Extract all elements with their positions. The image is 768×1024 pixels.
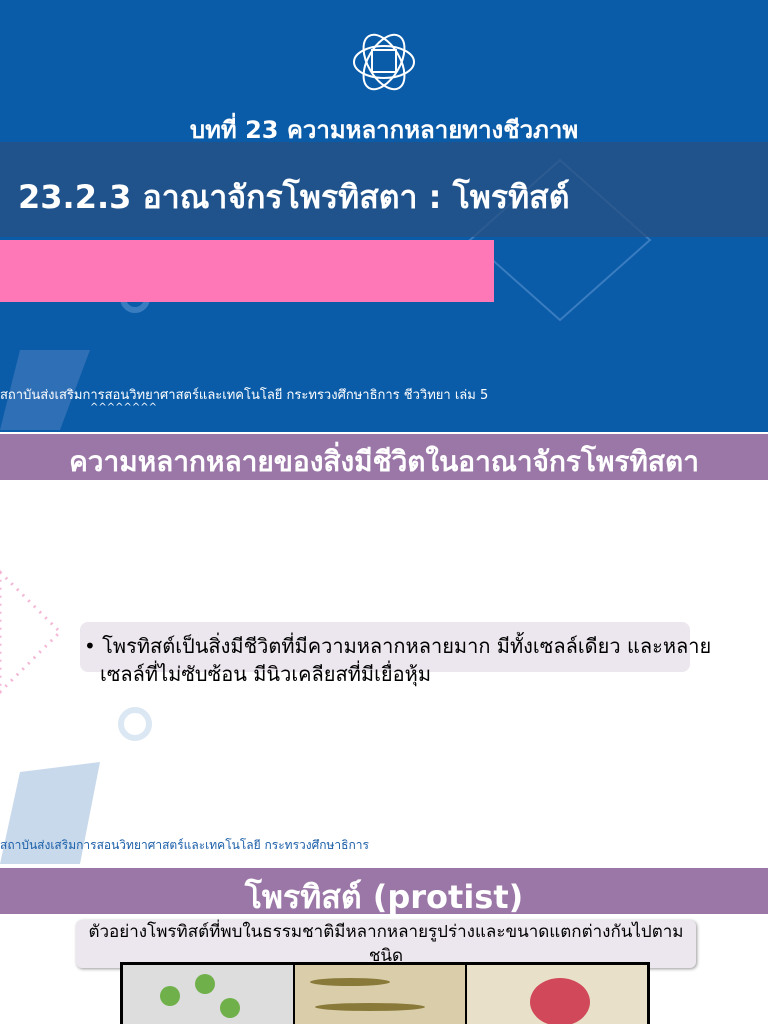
bullet: • โพรทิสต์เป็นสิ่งมีชีวิตที่มีความหลากหล…: [84, 634, 712, 686]
heading: โพรทิสต์ (protist): [244, 878, 524, 916]
heading-bar: [0, 868, 768, 914]
caption: ตัวอย่างโพรทิสต์ที่พบในธรรมชาติมีหลากหลา…: [76, 920, 696, 968]
heading: ความหลากหลายของสิ่งมีชีวิตในอาณาจักรโพรท…: [69, 445, 699, 478]
footer: สถาบันส่งเสริมการสอนวิทยาศาสตร์และเทคโนโ…: [0, 838, 369, 852]
decor: ^^^^^^^^: [0, 33, 652, 430]
bullet-text: โพรทิสต์เป็นสิ่งมีชีวิตที่มีความหลากหลาย…: [100, 634, 712, 686]
pink-bar: [0, 240, 494, 302]
footer: สถาบันส่งเสริมการสอนวิทยาศาสตร์และเทคโนโ…: [0, 388, 489, 403]
chapter: บทที่ 23 ความหลากหลายทางชีวภาพ: [189, 116, 579, 144]
svg-text:^^^^^^^^: ^^^^^^^^: [90, 402, 157, 413]
title-slide: ^^^^^^^^ บทที่ 23 ความหลากหลายทางชีวภาพ …: [0, 0, 768, 432]
slide-3: โพรทิสต์ (protist) ตัวอย่างโพรทิสต์ที่พบ…: [0, 864, 768, 1024]
bullet-box: [80, 622, 690, 672]
title-band: [0, 142, 768, 237]
title: 23.2.3 อาณาจักรโพรทิสตา : โพรทิสต์: [18, 178, 570, 216]
photos: [120, 962, 650, 1024]
decor: [0, 569, 152, 864]
slide-2: ความหลากหลายของสิ่งมีชีวิตในอาณาจักรโพรท…: [0, 432, 768, 864]
heading-bar: [0, 434, 768, 480]
